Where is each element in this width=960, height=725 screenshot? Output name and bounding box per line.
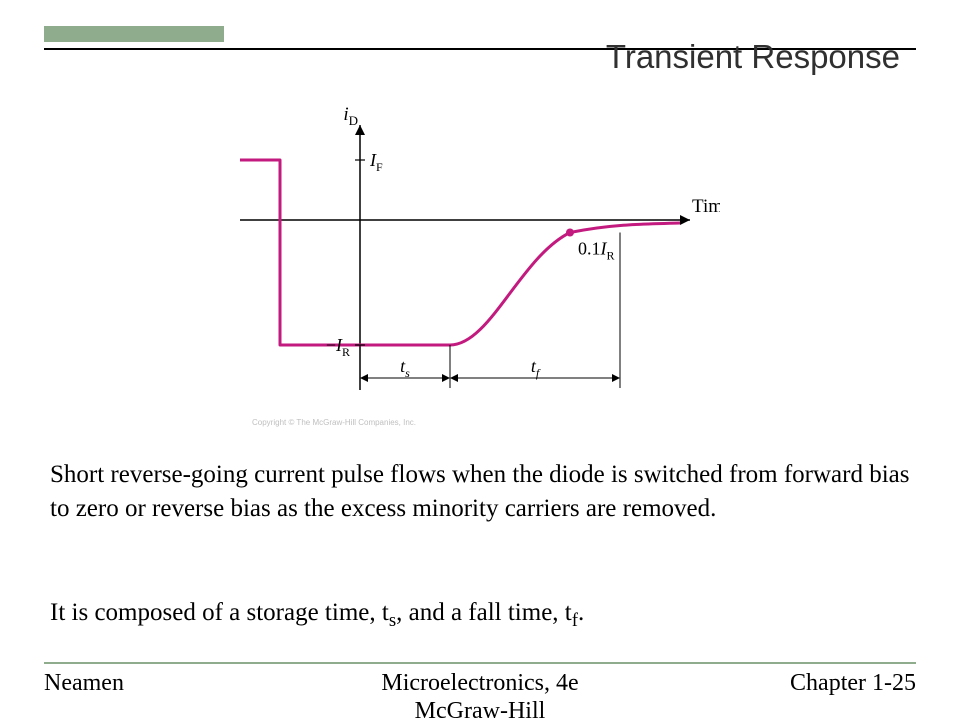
- footer-center-l1: Microelectronics, 4e: [381, 670, 578, 696]
- footer: Neamen Microelectronics, 4e McGraw-Hill …: [44, 668, 916, 716]
- footer-right: Chapter 1-25: [790, 670, 916, 697]
- svg-text:IF: IF: [369, 150, 383, 174]
- para2-sub1: s: [389, 610, 396, 631]
- svg-text:tf: tf: [531, 356, 541, 380]
- svg-text:0.1IR: 0.1IR: [578, 239, 615, 263]
- page-title: Transient Response: [0, 38, 900, 76]
- para2-mid: , and a fall time, t: [396, 599, 572, 626]
- footer-center: Microelectronics, 4e McGraw-Hill: [44, 670, 916, 725]
- paragraph-1: Short reverse-going current pulse flows …: [50, 458, 910, 526]
- footer-line: [44, 662, 916, 664]
- para2-text: It is composed of a storage time, t: [50, 599, 389, 626]
- para2-suffix: .: [578, 599, 584, 626]
- svg-text:iD: iD: [343, 104, 358, 128]
- paragraph-2: It is composed of a storage time, ts, an…: [50, 596, 910, 633]
- svg-text:−IR: −IR: [326, 335, 350, 359]
- transient-response-chart: iD Time IF −IR 0.1IR ts tf: [240, 100, 720, 420]
- svg-text:Time: Time: [692, 196, 720, 217]
- figure-copyright: Copyright © The McGraw-Hill Companies, I…: [252, 418, 416, 427]
- svg-text:ts: ts: [400, 356, 410, 380]
